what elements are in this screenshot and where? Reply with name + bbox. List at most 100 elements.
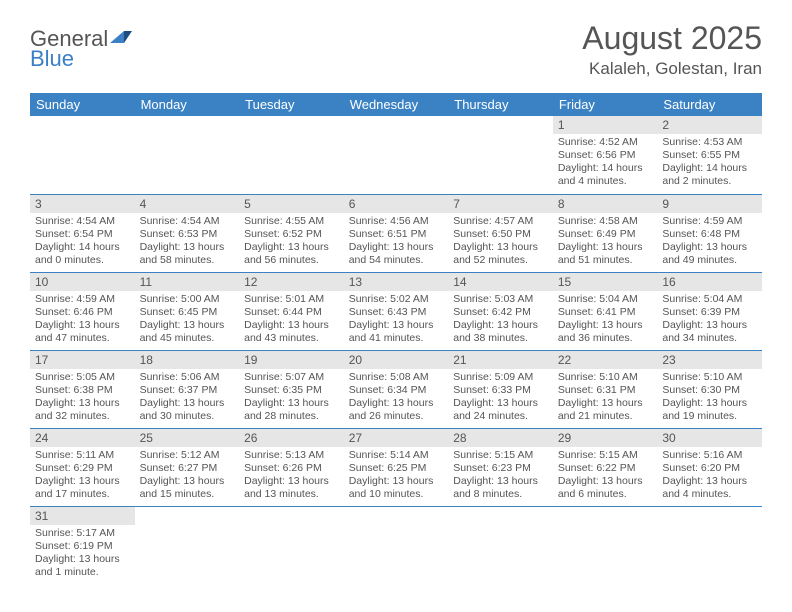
calendar-cell: 16Sunrise: 5:04 AMSunset: 6:39 PMDayligh… [657, 272, 762, 350]
calendar-cell: 23Sunrise: 5:10 AMSunset: 6:30 PMDayligh… [657, 350, 762, 428]
day-number: 10 [30, 273, 135, 291]
logo-flag-icon [110, 29, 132, 50]
calendar-cell: 27Sunrise: 5:14 AMSunset: 6:25 PMDayligh… [344, 428, 449, 506]
calendar-cell: 24Sunrise: 5:11 AMSunset: 6:29 PMDayligh… [30, 428, 135, 506]
day-details: Sunrise: 5:01 AMSunset: 6:44 PMDaylight:… [239, 291, 344, 348]
day-number: 16 [657, 273, 762, 291]
calendar-cell: 11Sunrise: 5:00 AMSunset: 6:45 PMDayligh… [135, 272, 240, 350]
calendar-row: 3Sunrise: 4:54 AMSunset: 6:54 PMDaylight… [30, 194, 762, 272]
day-number: 26 [239, 429, 344, 447]
day-details: Sunrise: 4:55 AMSunset: 6:52 PMDaylight:… [239, 213, 344, 270]
day-details: Sunrise: 5:04 AMSunset: 6:41 PMDaylight:… [553, 291, 658, 348]
calendar-cell: 28Sunrise: 5:15 AMSunset: 6:23 PMDayligh… [448, 428, 553, 506]
calendar-table: Sunday Monday Tuesday Wednesday Thursday… [30, 93, 762, 584]
calendar-cell: 5Sunrise: 4:55 AMSunset: 6:52 PMDaylight… [239, 194, 344, 272]
calendar-cell: 22Sunrise: 5:10 AMSunset: 6:31 PMDayligh… [553, 350, 658, 428]
day-header: Sunday [30, 93, 135, 116]
calendar-cell [448, 116, 553, 194]
calendar-cell [135, 116, 240, 194]
day-header: Tuesday [239, 93, 344, 116]
day-header: Saturday [657, 93, 762, 116]
calendar-cell: 15Sunrise: 5:04 AMSunset: 6:41 PMDayligh… [553, 272, 658, 350]
header: General August 2025 Kalaleh, Golestan, I… [0, 0, 792, 87]
calendar-cell [239, 116, 344, 194]
day-details: Sunrise: 5:08 AMSunset: 6:34 PMDaylight:… [344, 369, 449, 426]
day-details: Sunrise: 5:13 AMSunset: 6:26 PMDaylight:… [239, 447, 344, 504]
calendar-cell [30, 116, 135, 194]
day-number: 7 [448, 195, 553, 213]
day-details: Sunrise: 4:57 AMSunset: 6:50 PMDaylight:… [448, 213, 553, 270]
day-number: 13 [344, 273, 449, 291]
day-number: 8 [553, 195, 658, 213]
day-number: 2 [657, 116, 762, 134]
day-details: Sunrise: 5:17 AMSunset: 6:19 PMDaylight:… [30, 525, 135, 582]
day-details: Sunrise: 5:11 AMSunset: 6:29 PMDaylight:… [30, 447, 135, 504]
calendar-cell: 8Sunrise: 4:58 AMSunset: 6:49 PMDaylight… [553, 194, 658, 272]
calendar-cell [135, 506, 240, 584]
calendar-row: 1Sunrise: 4:52 AMSunset: 6:56 PMDaylight… [30, 116, 762, 194]
calendar-cell: 29Sunrise: 5:15 AMSunset: 6:22 PMDayligh… [553, 428, 658, 506]
calendar-cell: 25Sunrise: 5:12 AMSunset: 6:27 PMDayligh… [135, 428, 240, 506]
day-number: 30 [657, 429, 762, 447]
calendar-cell: 13Sunrise: 5:02 AMSunset: 6:43 PMDayligh… [344, 272, 449, 350]
day-number: 1 [553, 116, 658, 134]
day-details: Sunrise: 4:52 AMSunset: 6:56 PMDaylight:… [553, 134, 658, 191]
day-number: 20 [344, 351, 449, 369]
day-details: Sunrise: 5:00 AMSunset: 6:45 PMDaylight:… [135, 291, 240, 348]
calendar-cell: 19Sunrise: 5:07 AMSunset: 6:35 PMDayligh… [239, 350, 344, 428]
day-details: Sunrise: 5:16 AMSunset: 6:20 PMDaylight:… [657, 447, 762, 504]
calendar-header-row: Sunday Monday Tuesday Wednesday Thursday… [30, 93, 762, 116]
calendar-cell: 31Sunrise: 5:17 AMSunset: 6:19 PMDayligh… [30, 506, 135, 584]
day-header: Monday [135, 93, 240, 116]
day-number: 25 [135, 429, 240, 447]
day-details: Sunrise: 5:04 AMSunset: 6:39 PMDaylight:… [657, 291, 762, 348]
calendar-cell: 6Sunrise: 4:56 AMSunset: 6:51 PMDaylight… [344, 194, 449, 272]
logo-text-blue: Blue [30, 46, 74, 72]
day-details: Sunrise: 5:14 AMSunset: 6:25 PMDaylight:… [344, 447, 449, 504]
calendar-cell: 20Sunrise: 5:08 AMSunset: 6:34 PMDayligh… [344, 350, 449, 428]
day-number: 4 [135, 195, 240, 213]
day-number: 14 [448, 273, 553, 291]
calendar-row: 17Sunrise: 5:05 AMSunset: 6:38 PMDayligh… [30, 350, 762, 428]
calendar-cell: 2Sunrise: 4:53 AMSunset: 6:55 PMDaylight… [657, 116, 762, 194]
day-details: Sunrise: 5:15 AMSunset: 6:23 PMDaylight:… [448, 447, 553, 504]
day-header: Wednesday [344, 93, 449, 116]
day-details: Sunrise: 4:58 AMSunset: 6:49 PMDaylight:… [553, 213, 658, 270]
day-details: Sunrise: 5:03 AMSunset: 6:42 PMDaylight:… [448, 291, 553, 348]
calendar-cell [448, 506, 553, 584]
calendar-cell: 17Sunrise: 5:05 AMSunset: 6:38 PMDayligh… [30, 350, 135, 428]
day-details: Sunrise: 5:09 AMSunset: 6:33 PMDaylight:… [448, 369, 553, 426]
calendar-row: 10Sunrise: 4:59 AMSunset: 6:46 PMDayligh… [30, 272, 762, 350]
day-number: 17 [30, 351, 135, 369]
day-number: 21 [448, 351, 553, 369]
calendar-cell: 30Sunrise: 5:16 AMSunset: 6:20 PMDayligh… [657, 428, 762, 506]
day-number: 11 [135, 273, 240, 291]
day-number: 28 [448, 429, 553, 447]
day-details: Sunrise: 5:15 AMSunset: 6:22 PMDaylight:… [553, 447, 658, 504]
calendar-cell: 18Sunrise: 5:06 AMSunset: 6:37 PMDayligh… [135, 350, 240, 428]
month-title: August 2025 [582, 20, 762, 57]
title-block: August 2025 Kalaleh, Golestan, Iran [582, 20, 762, 79]
day-number: 6 [344, 195, 449, 213]
day-number: 19 [239, 351, 344, 369]
day-details: Sunrise: 4:59 AMSunset: 6:48 PMDaylight:… [657, 213, 762, 270]
location: Kalaleh, Golestan, Iran [582, 59, 762, 79]
calendar-cell: 14Sunrise: 5:03 AMSunset: 6:42 PMDayligh… [448, 272, 553, 350]
day-number: 3 [30, 195, 135, 213]
calendar-cell [344, 506, 449, 584]
day-details: Sunrise: 4:54 AMSunset: 6:54 PMDaylight:… [30, 213, 135, 270]
calendar-cell: 4Sunrise: 4:54 AMSunset: 6:53 PMDaylight… [135, 194, 240, 272]
day-number: 9 [657, 195, 762, 213]
calendar-cell [239, 506, 344, 584]
calendar-cell [553, 506, 658, 584]
calendar-cell: 7Sunrise: 4:57 AMSunset: 6:50 PMDaylight… [448, 194, 553, 272]
day-details: Sunrise: 5:10 AMSunset: 6:31 PMDaylight:… [553, 369, 658, 426]
day-details: Sunrise: 5:07 AMSunset: 6:35 PMDaylight:… [239, 369, 344, 426]
day-details: Sunrise: 4:56 AMSunset: 6:51 PMDaylight:… [344, 213, 449, 270]
day-number: 29 [553, 429, 658, 447]
calendar-row: 24Sunrise: 5:11 AMSunset: 6:29 PMDayligh… [30, 428, 762, 506]
calendar-cell: 12Sunrise: 5:01 AMSunset: 6:44 PMDayligh… [239, 272, 344, 350]
day-number: 23 [657, 351, 762, 369]
day-details: Sunrise: 4:54 AMSunset: 6:53 PMDaylight:… [135, 213, 240, 270]
day-details: Sunrise: 5:10 AMSunset: 6:30 PMDaylight:… [657, 369, 762, 426]
